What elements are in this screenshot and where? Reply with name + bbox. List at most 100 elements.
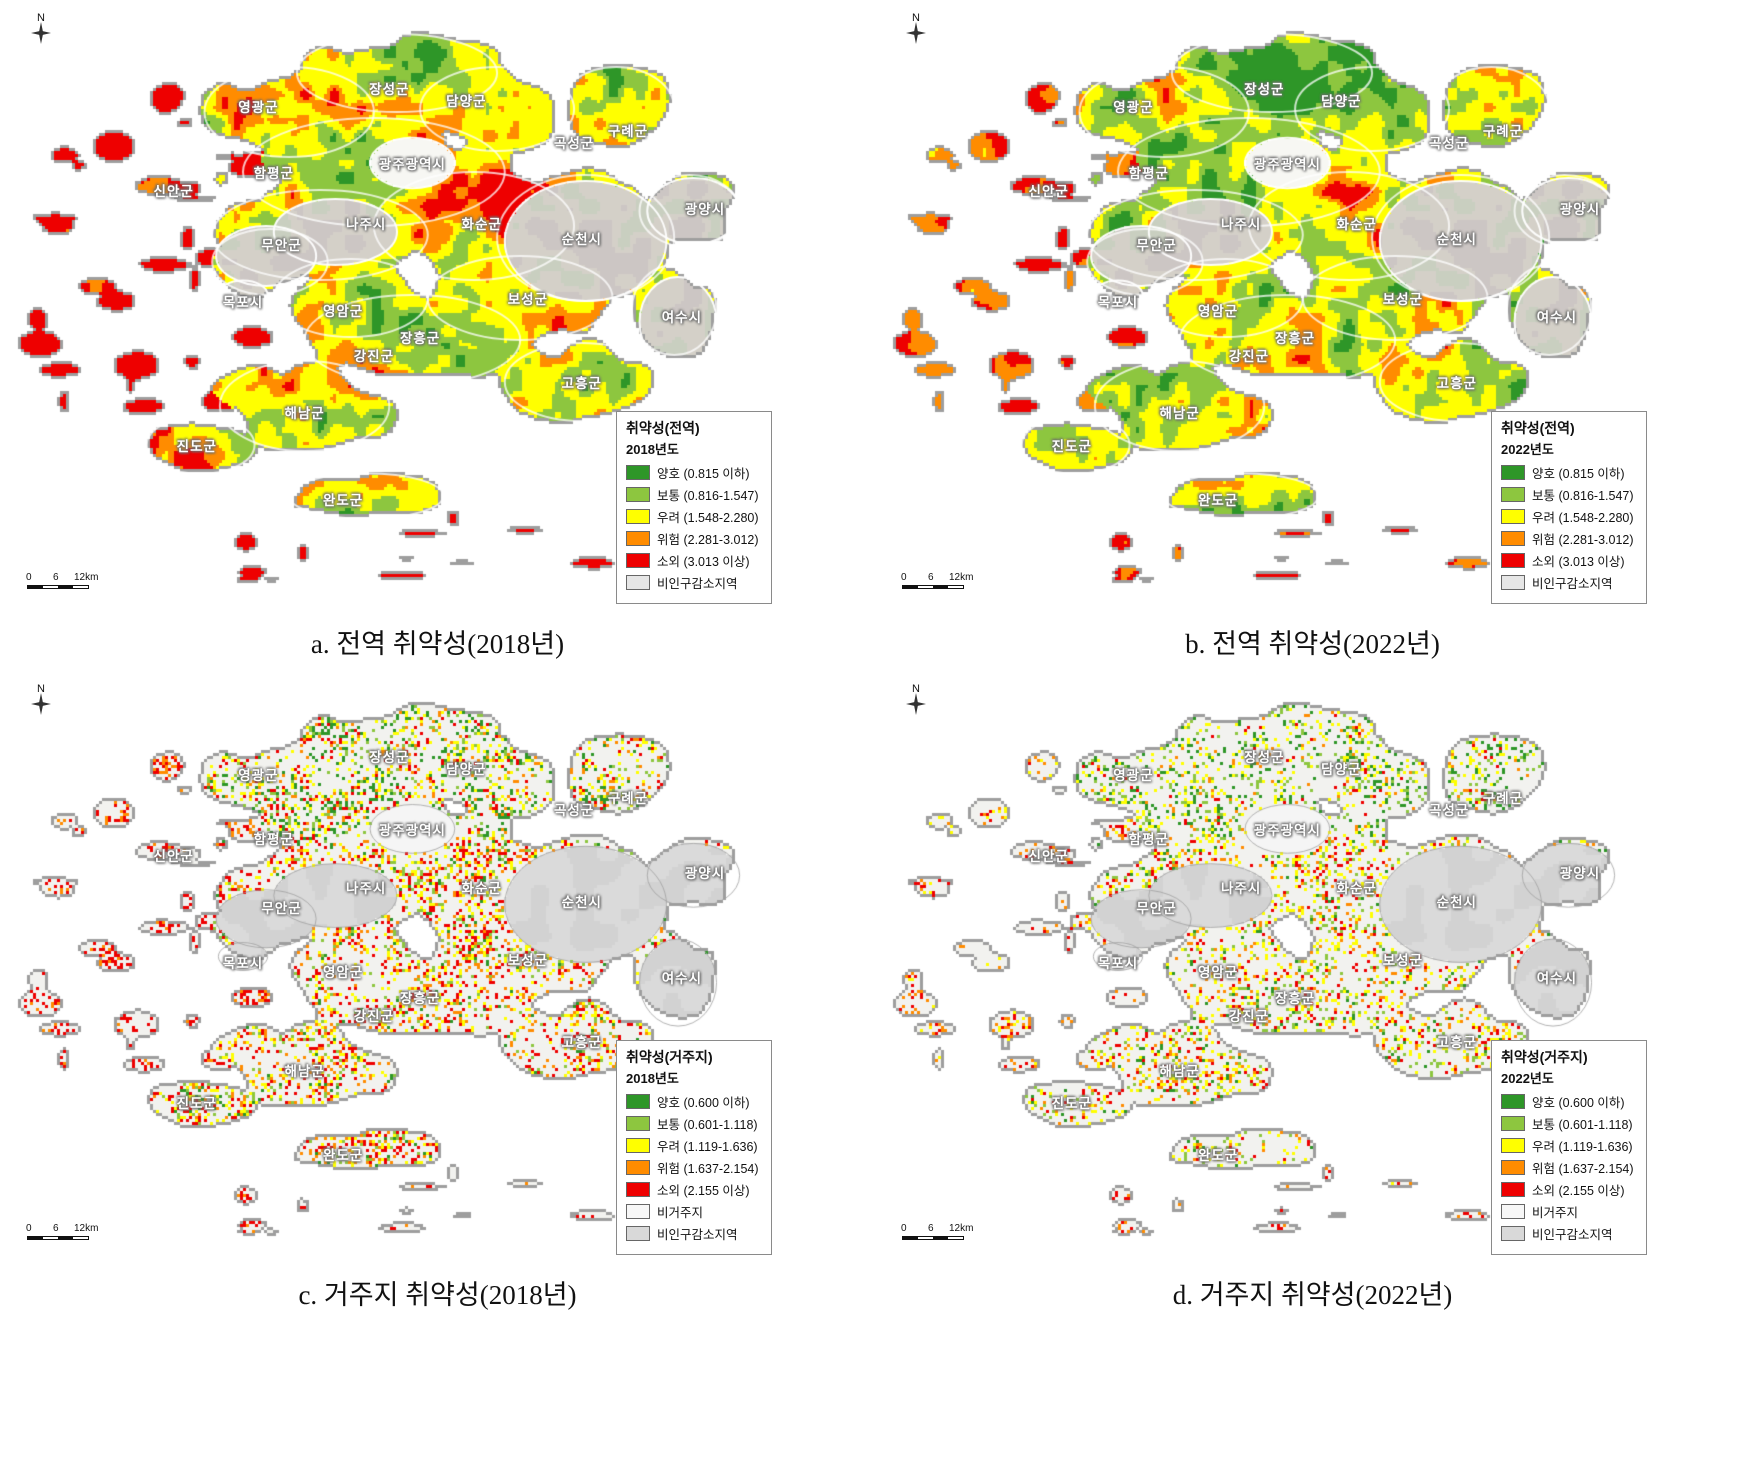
legend-item: 위험 (2.281-3.012) — [1501, 529, 1634, 548]
legend-swatch — [626, 509, 650, 524]
legend-item: 비거주지 — [1501, 1202, 1634, 1221]
legend-item-label: 보통 (0.601-1.118) — [1532, 1118, 1633, 1132]
legend-item-label: 소외 (2.155 이상) — [657, 1184, 750, 1198]
legend-title: 취약성(전역) — [1501, 420, 1575, 436]
legend-item: 위험 (1.637-2.154) — [1501, 1158, 1634, 1177]
map-legend: 취약성(거주지) 2018년도 양호 (0.600 이하) 보통 (0.601-1… — [616, 1040, 772, 1255]
legend-item: 보통 (0.601-1.118) — [1501, 1114, 1634, 1133]
legend-item-label: 소외 (2.155 이상) — [1532, 1184, 1625, 1198]
legend-swatch — [626, 575, 650, 590]
scale-bar-rule — [27, 585, 89, 589]
map-panel-d: 신안군 영광군 장성군 담양군 곡성군 구례군 함평군 광주광역시 나주시 화순군 순천시 광양시 무안… — [875, 675, 1750, 1326]
legend-item-label: 우려 (1.119-1.636) — [657, 1140, 758, 1154]
north-label: N — [912, 12, 920, 24]
map-panel-c: 신안군 영광군 장성군 담양군 곡성군 구례군 함평군 광주광역시 나주시 화순군 순천시 광양시 무안… — [0, 675, 875, 1326]
legend-item: 우려 (1.548-2.280) — [626, 507, 759, 526]
legend-item: 비인구감소지역 — [1501, 573, 1634, 592]
legend-item-label: 양호 (0.815 이하) — [1532, 467, 1625, 481]
legend-item-label: 보통 (0.816-1.547) — [1532, 489, 1634, 503]
legend-swatch — [1501, 509, 1525, 524]
legend-item: 비인구감소지역 — [626, 1224, 759, 1243]
legend-item: 비인구감소지역 — [626, 573, 759, 592]
legend-swatch — [626, 465, 650, 480]
legend-swatch — [1501, 1138, 1525, 1153]
scale-label: 0 — [26, 1223, 32, 1234]
map-area-a: 신안군 영광군 장성군 담양군 곡성군 구례군 함평군 광주광역시 나주시 화순군 순천시 광양시 무안… — [12, 10, 782, 610]
legend-item-label: 소외 (3.013 이상) — [1532, 555, 1625, 569]
scale-bar: 0 6 12km — [26, 1223, 136, 1245]
north-label: N — [37, 12, 45, 24]
map-legend: 취약성(전역) 2018년도 양호 (0.815 이하) 보통 (0.816-1.… — [616, 411, 772, 604]
panel-caption: c. 거주지 취약성(2018년) — [298, 1280, 577, 1310]
legend-item-label: 양호 (0.600 이하) — [1532, 1096, 1625, 1110]
panel-caption: a. 전역 취약성(2018년) — [310, 629, 565, 659]
legend-items: 양호 (0.600 이하) 보통 (0.601-1.118) 우려 (1.119-1… — [1501, 1092, 1634, 1243]
legend-year: 2018년도 — [626, 1071, 679, 1086]
scale-label: 12km — [74, 572, 99, 583]
scale-label: 12km — [949, 572, 974, 583]
legend-swatch — [1501, 531, 1525, 546]
legend-swatch — [626, 1094, 650, 1109]
north-arrow: N — [903, 683, 929, 723]
legend-swatch — [1501, 1204, 1525, 1219]
legend-title: 취약성(거주지) — [1501, 1049, 1588, 1065]
legend-item-label: 비인구감소지역 — [657, 1228, 738, 1242]
legend-title: 취약성(거주지) — [626, 1049, 713, 1065]
north-arrow: N — [28, 683, 54, 723]
legend-swatch — [626, 1204, 650, 1219]
compass-icon — [906, 693, 926, 715]
north-label: N — [912, 683, 920, 695]
map-area-c: 신안군 영광군 장성군 담양군 곡성군 구례군 함평군 광주광역시 나주시 화순군 순천시 광양시 무안… — [12, 681, 782, 1261]
legend-year: 2022년도 — [1501, 442, 1554, 457]
scale-bar: 0 6 12km — [26, 572, 136, 594]
legend-item: 비인구감소지역 — [1501, 1224, 1634, 1243]
north-arrow: N — [903, 12, 929, 52]
north-label: N — [37, 683, 45, 695]
legend-item-label: 우려 (1.548-2.280) — [1532, 511, 1634, 525]
legend-swatch — [1501, 1226, 1525, 1241]
legend-item: 우려 (1.548-2.280) — [1501, 507, 1634, 526]
legend-item: 양호 (0.600 이하) — [626, 1092, 759, 1111]
legend-item: 소외 (2.155 이상) — [626, 1180, 759, 1199]
legend-item: 위험 (1.637-2.154) — [626, 1158, 759, 1177]
scale-label: 0 — [901, 1223, 907, 1234]
panel-caption: d. 거주지 취약성(2022년) — [1172, 1280, 1453, 1310]
legend-item-label: 양호 (0.600 이하) — [657, 1096, 750, 1110]
legend-swatch — [626, 1116, 650, 1131]
legend-item-label: 비거주지 — [1532, 1206, 1579, 1220]
legend-item: 보통 (0.601-1.118) — [626, 1114, 759, 1133]
scale-label: 6 — [53, 572, 59, 583]
legend-item: 양호 (0.815 이하) — [626, 463, 759, 482]
legend-item-label: 비인구감소지역 — [657, 577, 738, 591]
legend-item-label: 양호 (0.815 이하) — [657, 467, 750, 481]
legend-item: 보통 (0.816-1.547) — [626, 485, 759, 504]
legend-item: 양호 (0.815 이하) — [1501, 463, 1634, 482]
legend-item-label: 우려 (1.119-1.636) — [1532, 1140, 1633, 1154]
map-area-b: 신안군 영광군 장성군 담양군 곡성군 구례군 함평군 광주광역시 나주시 화순군 순천시 광양시 무안… — [887, 10, 1657, 610]
legend-swatch — [1501, 1094, 1525, 1109]
legend-items: 양호 (0.815 이하) 보통 (0.816-1.547) 우려 (1.548-2… — [1501, 463, 1634, 592]
scale-bar-rule — [27, 1236, 89, 1240]
scale-label: 6 — [928, 572, 934, 583]
legend-items: 양호 (0.600 이하) 보통 (0.601-1.118) 우려 (1.119-1… — [626, 1092, 759, 1243]
legend-swatch — [1501, 1116, 1525, 1131]
map-legend: 취약성(전역) 2022년도 양호 (0.815 이하) 보통 (0.816-1.… — [1491, 411, 1647, 604]
legend-item: 양호 (0.600 이하) — [1501, 1092, 1634, 1111]
legend-swatch — [1501, 1182, 1525, 1197]
panel-caption: b. 전역 취약성(2022년) — [1185, 629, 1440, 659]
scale-bar-rule — [902, 1236, 964, 1240]
legend-item: 우려 (1.119-1.636) — [626, 1136, 759, 1155]
legend-items: 양호 (0.815 이하) 보통 (0.816-1.547) 우려 (1.548-2… — [626, 463, 759, 592]
legend-swatch — [626, 1226, 650, 1241]
legend-item: 보통 (0.816-1.547) — [1501, 485, 1634, 504]
scale-label: 12km — [949, 1223, 974, 1234]
scale-label: 6 — [53, 1223, 59, 1234]
legend-swatch — [626, 487, 650, 502]
legend-item-label: 위험 (2.281-3.012) — [1532, 533, 1634, 547]
legend-item-label: 우려 (1.548-2.280) — [657, 511, 759, 525]
map-legend: 취약성(거주지) 2022년도 양호 (0.600 이하) 보통 (0.601-1… — [1491, 1040, 1647, 1255]
legend-item-label: 소외 (3.013 이상) — [657, 555, 750, 569]
legend-item: 비거주지 — [626, 1202, 759, 1221]
map-area-d: 신안군 영광군 장성군 담양군 곡성군 구례군 함평군 광주광역시 나주시 화순군 순천시 광양시 무안… — [887, 681, 1657, 1261]
legend-item: 소외 (2.155 이상) — [1501, 1180, 1634, 1199]
